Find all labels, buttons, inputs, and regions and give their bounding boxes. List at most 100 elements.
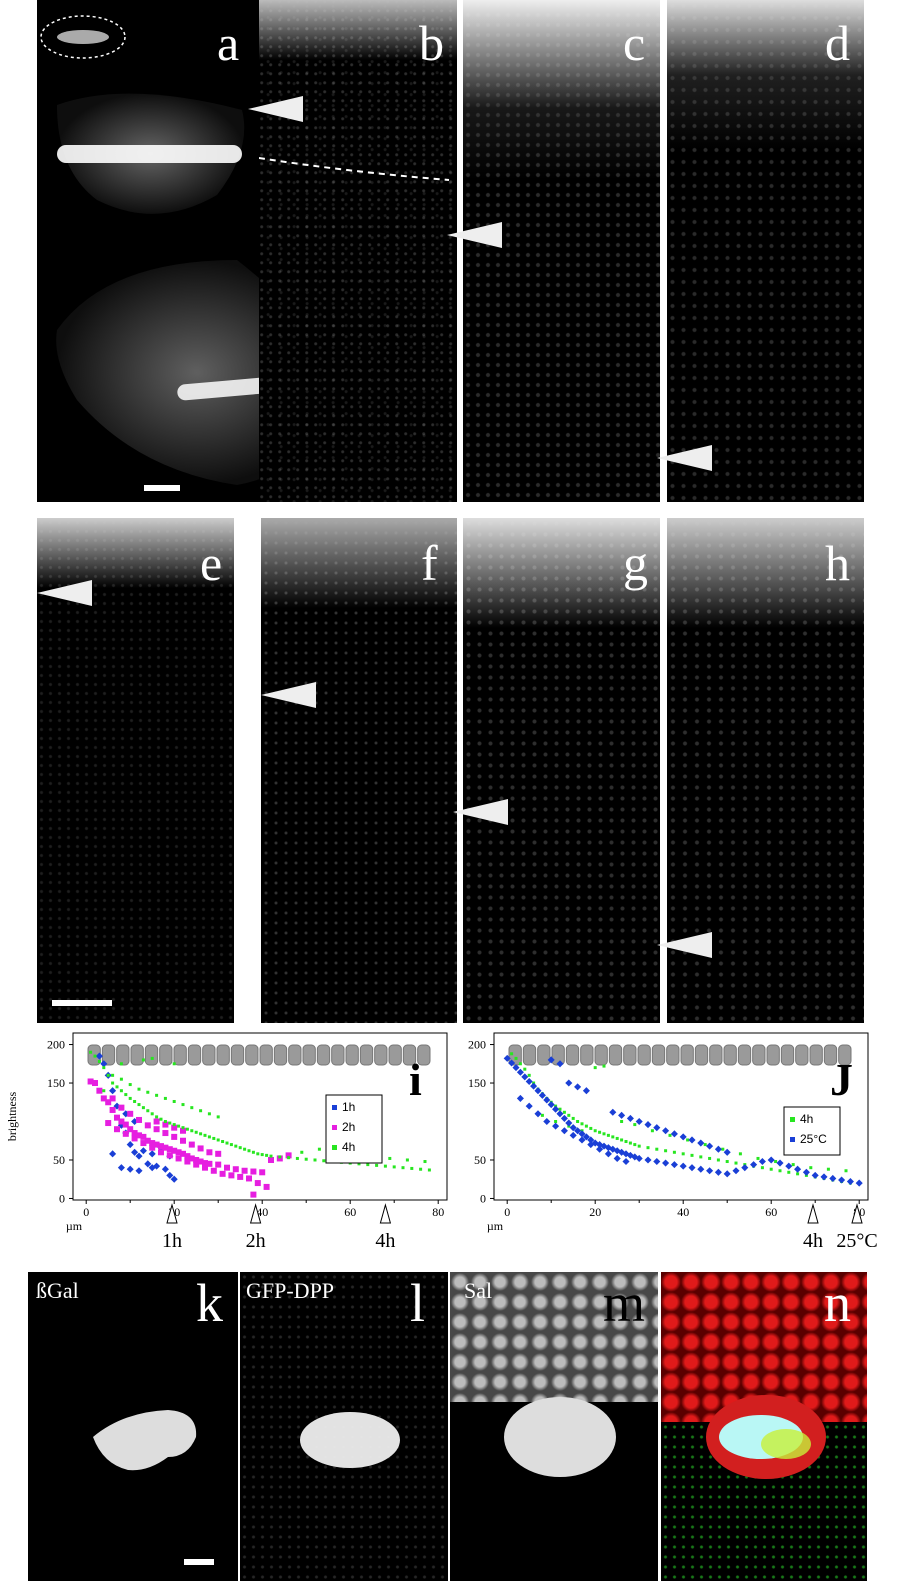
data-point (216, 1115, 220, 1119)
cell-shape (809, 1044, 823, 1066)
data-point (246, 1175, 252, 1182)
y-tick-label: 0 (480, 1191, 486, 1205)
wing-disc-images (40, 15, 259, 485)
data-point (131, 1130, 138, 1137)
cell-shape (101, 1044, 116, 1066)
data-point (114, 1126, 120, 1133)
y-tick-label: 200 (468, 1038, 486, 1052)
merged-clone (706, 1395, 826, 1479)
data-point (576, 1120, 580, 1124)
data-point (256, 1152, 260, 1156)
data-point (105, 1120, 112, 1127)
cell-shape (780, 1044, 795, 1066)
data-point (127, 1126, 134, 1133)
data-point (203, 1133, 207, 1137)
data-point (175, 1155, 182, 1162)
data-point (229, 1143, 233, 1147)
data-point (184, 1153, 191, 1160)
data-point (760, 1166, 764, 1170)
data-point (146, 1090, 150, 1094)
arrowhead-f (261, 682, 316, 708)
data-point (584, 1124, 588, 1128)
data-point (97, 1059, 101, 1063)
time-marker (166, 1203, 178, 1224)
y-axis-label: brightness (5, 1092, 19, 1142)
cell-shape (402, 1044, 417, 1066)
cell-shape (359, 1044, 374, 1066)
data-point (171, 1133, 178, 1140)
panel-a: a (37, 0, 259, 502)
data-point (518, 1062, 522, 1066)
data-point (131, 1148, 139, 1156)
data-point (194, 1130, 198, 1134)
data-point (602, 1064, 606, 1068)
cell-shape (173, 1044, 187, 1066)
cell-shape (316, 1044, 331, 1066)
data-point (166, 1146, 173, 1153)
data-point (357, 1162, 361, 1166)
cell-shape (216, 1044, 230, 1066)
stain-label-m: Sal (464, 1278, 493, 1303)
data-point (769, 1167, 773, 1171)
panel-label-e: e (200, 535, 223, 591)
data-point (172, 1123, 176, 1127)
data-point (133, 1099, 137, 1103)
data-point (93, 1054, 97, 1058)
data-point (153, 1118, 160, 1125)
data-point (668, 1133, 672, 1137)
data-point (260, 1153, 264, 1157)
data-point (144, 1122, 151, 1129)
cell-shape (537, 1044, 551, 1066)
data-point (388, 1156, 392, 1160)
data-point (829, 1174, 837, 1182)
data-point (540, 1113, 544, 1117)
legend-entry: 1h (342, 1100, 355, 1114)
data-point (149, 1140, 156, 1147)
time-marker-label: 4h (803, 1230, 823, 1252)
data-point (190, 1106, 194, 1110)
data-point (180, 1127, 186, 1134)
cell-shape (795, 1044, 809, 1066)
data-point (269, 1154, 273, 1158)
data-point (268, 1156, 274, 1163)
data-point (127, 1110, 134, 1117)
panel-label-f: f (421, 535, 438, 591)
data-point (109, 1150, 117, 1158)
data-point (423, 1160, 427, 1164)
data-point (168, 1121, 172, 1125)
data-point (197, 1158, 204, 1165)
panel-m: Sal m (450, 1272, 658, 1581)
legend-swatch (332, 1105, 337, 1110)
data-point (181, 1103, 185, 1107)
data-point (650, 1129, 654, 1133)
data-point (602, 1132, 606, 1136)
data-point (567, 1113, 571, 1117)
data-point (193, 1156, 200, 1163)
data-point (206, 1149, 213, 1156)
data-point (593, 1066, 597, 1070)
data-point (96, 1087, 103, 1094)
data-point (672, 1150, 676, 1154)
panel-label-g: g (623, 535, 648, 591)
scale-bar (144, 485, 180, 491)
y-tick-label: 150 (468, 1076, 486, 1090)
data-point (787, 1170, 791, 1174)
cell-shape (230, 1044, 245, 1066)
data-point (141, 1106, 145, 1110)
data-point (153, 1126, 160, 1133)
panel-label-d: d (825, 15, 850, 71)
cell-shape (116, 1044, 130, 1066)
legend-swatch (332, 1145, 337, 1150)
cell-shape (202, 1044, 216, 1066)
panel-label: J (830, 1054, 853, 1105)
cell-shape (130, 1044, 144, 1066)
cell-shape (709, 1044, 723, 1066)
data-point (149, 1144, 156, 1151)
data-point (587, 1136, 595, 1144)
data-point (716, 1158, 720, 1162)
data-point (427, 1168, 431, 1172)
cell-shape (766, 1044, 780, 1066)
stain-label-k: ßGal (36, 1278, 79, 1303)
data-point (202, 1160, 208, 1167)
